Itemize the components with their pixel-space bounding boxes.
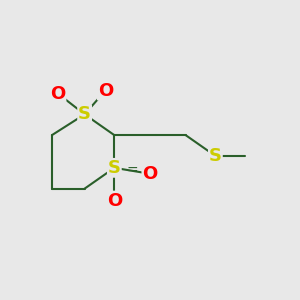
- Text: S: S: [108, 159, 121, 177]
- Text: S: S: [209, 147, 222, 165]
- Text: S: S: [78, 105, 91, 123]
- Text: =: =: [126, 164, 138, 178]
- Text: O: O: [142, 165, 158, 183]
- Text: O: O: [107, 191, 122, 209]
- Text: O: O: [98, 82, 113, 100]
- Text: O: O: [50, 85, 65, 103]
